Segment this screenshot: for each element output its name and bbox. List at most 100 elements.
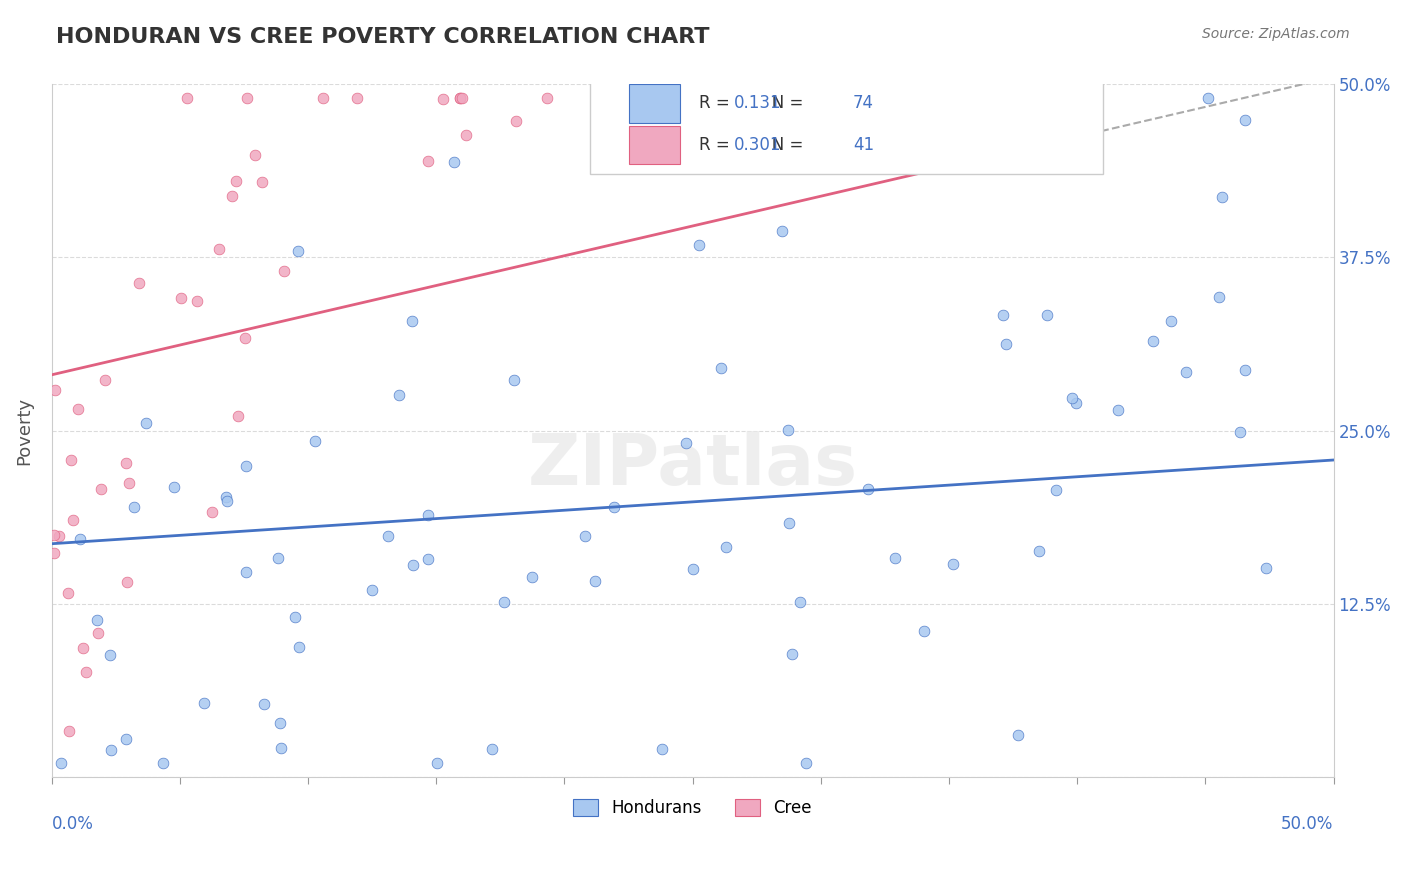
Point xyxy=(186,293,208,308)
Text: 74: 74 xyxy=(853,95,875,112)
Point xyxy=(288,640,311,655)
Point xyxy=(266,550,288,565)
Point xyxy=(221,189,243,203)
Point xyxy=(883,551,905,566)
FancyBboxPatch shape xyxy=(628,126,681,164)
Point xyxy=(942,558,965,572)
Text: 0.301: 0.301 xyxy=(734,136,782,153)
Point xyxy=(443,154,465,169)
Point xyxy=(1036,308,1059,322)
Point xyxy=(235,458,257,473)
Point xyxy=(449,91,471,105)
Point xyxy=(226,409,249,424)
Point xyxy=(418,551,440,566)
Point xyxy=(284,609,307,624)
Point xyxy=(361,582,384,597)
Point xyxy=(426,756,449,770)
Point xyxy=(402,558,425,572)
Point xyxy=(193,696,215,710)
Point xyxy=(100,742,122,756)
Point xyxy=(1066,396,1088,410)
Point xyxy=(688,237,710,252)
Point xyxy=(122,500,145,514)
Point xyxy=(214,490,236,504)
Point xyxy=(59,452,82,467)
Point xyxy=(481,742,503,756)
Point xyxy=(225,174,247,188)
Point xyxy=(86,613,108,627)
Point xyxy=(1233,363,1256,377)
Point xyxy=(651,742,673,756)
Point xyxy=(169,291,191,305)
Point xyxy=(44,383,66,397)
Point xyxy=(252,175,274,189)
Point xyxy=(710,361,733,376)
Point xyxy=(520,570,543,584)
Point xyxy=(432,91,454,105)
Point xyxy=(201,505,224,519)
Point xyxy=(72,641,94,656)
Point xyxy=(48,529,70,543)
Point xyxy=(1107,403,1129,417)
Point xyxy=(233,331,256,345)
Point xyxy=(217,494,239,508)
Point xyxy=(270,741,292,756)
Point xyxy=(98,648,121,662)
Point xyxy=(208,242,231,256)
Text: HONDURAN VS CREE POVERTY CORRELATION CHART: HONDURAN VS CREE POVERTY CORRELATION CHA… xyxy=(56,27,710,46)
Point xyxy=(1234,113,1257,128)
Point xyxy=(44,528,66,542)
Point xyxy=(1142,334,1164,348)
Point xyxy=(1229,425,1251,439)
Point xyxy=(782,647,804,661)
Point xyxy=(1028,544,1050,558)
Point xyxy=(503,373,526,387)
Text: R =        N =: R = N = xyxy=(699,136,824,153)
FancyBboxPatch shape xyxy=(628,85,681,122)
Point xyxy=(536,91,558,105)
Point xyxy=(912,624,935,639)
Point xyxy=(714,540,737,554)
Point xyxy=(1160,314,1182,328)
Point xyxy=(995,337,1018,351)
Point xyxy=(770,224,793,238)
Point xyxy=(449,91,471,105)
Point xyxy=(236,91,259,105)
Point xyxy=(377,529,399,543)
Point xyxy=(416,508,439,523)
Point xyxy=(778,423,800,437)
Point xyxy=(778,516,800,531)
Text: R =        N =: R = N = xyxy=(699,95,824,112)
Text: Source: ZipAtlas.com: Source: ZipAtlas.com xyxy=(1202,27,1350,41)
FancyBboxPatch shape xyxy=(591,63,1102,175)
Legend: Hondurans, Cree: Hondurans, Cree xyxy=(567,792,818,823)
Point xyxy=(1007,728,1029,742)
Point xyxy=(454,128,477,143)
Point xyxy=(574,529,596,543)
Point xyxy=(603,500,626,514)
Point xyxy=(243,148,266,162)
Point xyxy=(62,513,84,527)
Point xyxy=(1045,483,1067,498)
Point xyxy=(682,562,704,576)
Point xyxy=(1208,289,1230,303)
Point xyxy=(1256,561,1278,575)
Y-axis label: Poverty: Poverty xyxy=(15,396,32,465)
Point xyxy=(56,586,79,600)
Point xyxy=(675,436,697,450)
Point xyxy=(304,434,326,449)
Point xyxy=(1175,365,1198,379)
Point xyxy=(418,153,440,168)
Point xyxy=(58,723,80,738)
Point xyxy=(1060,391,1083,405)
Point xyxy=(114,732,136,747)
Point xyxy=(794,756,817,770)
Point xyxy=(176,91,198,105)
Point xyxy=(135,417,157,431)
Point xyxy=(273,263,295,277)
Point xyxy=(67,401,90,416)
Point xyxy=(401,314,423,328)
Point xyxy=(163,480,186,494)
Point xyxy=(152,756,174,770)
Point xyxy=(991,309,1014,323)
